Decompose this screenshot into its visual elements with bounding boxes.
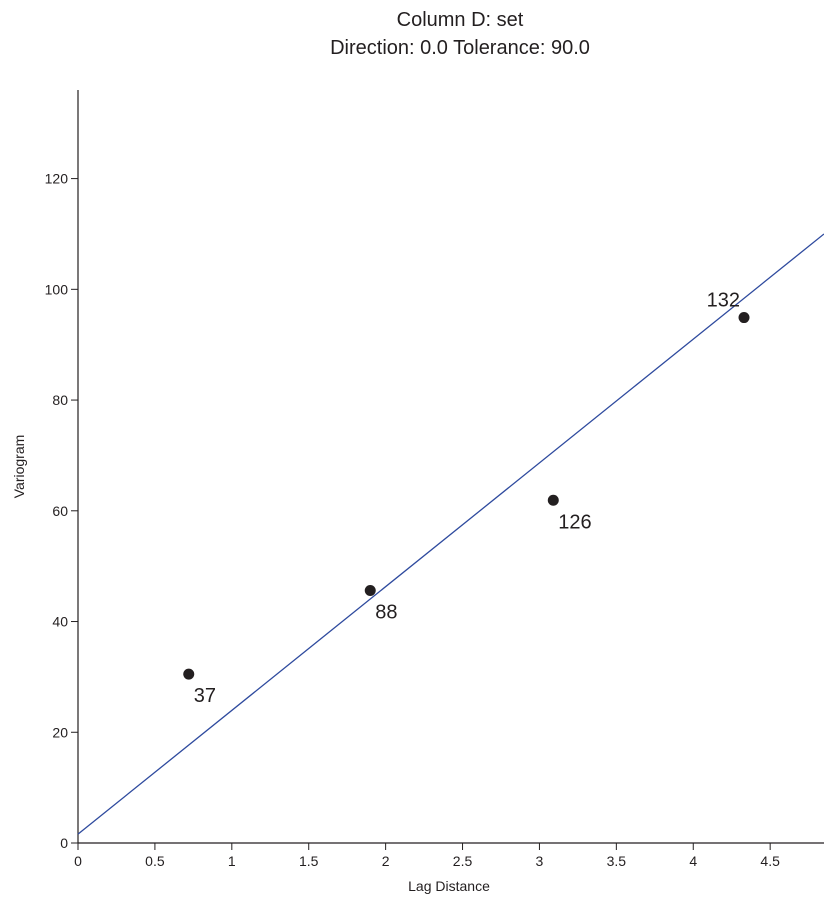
data-point [364,585,376,597]
chart-subtitle: Direction: 0.0 Tolerance: 90.0 [330,37,590,59]
y-tick-label: 80 [52,392,68,408]
y-tick-label: 40 [52,614,68,630]
y-tick-label: 60 [52,503,68,519]
model-line [77,233,824,835]
x-axis-title: Lag Distance [408,878,490,894]
x-tick-label: 4.5 [760,853,780,869]
x-tick-label: 0.5 [145,853,165,869]
y-tick-label: 20 [52,724,68,740]
x-tick-label: 1 [228,853,236,869]
x-tick-label: 0 [74,853,82,869]
x-tick-label: 2 [382,853,390,869]
x-tick-label: 3 [536,853,544,869]
points-group: 37 88 126 132 [183,290,750,707]
x-tick-label: 2.5 [453,853,473,869]
x-tick-label: 3.5 [607,853,627,869]
point-label: 37 [194,685,216,707]
point-label: 132 [707,290,740,312]
y-tick-label: 100 [45,281,69,297]
point-label: 126 [558,511,591,533]
x-tick-label: 4 [689,853,697,869]
point-label: 88 [375,602,397,624]
data-point [183,668,195,680]
chart-title: Column D: set [396,9,524,31]
axes [77,90,824,844]
x-tick-label: 1.5 [299,853,319,869]
data-point [738,312,750,324]
model-line-group [77,233,824,835]
ticks: 0 0.5 1 1.5 2 2.5 3 3.5 4 4.5 0 20 40 60 80 100 120 [45,171,780,869]
y-tick-label: 120 [45,171,69,187]
y-tick-label: 0 [60,835,68,851]
data-point [547,494,559,506]
y-axis-title: Variogram [11,435,27,499]
